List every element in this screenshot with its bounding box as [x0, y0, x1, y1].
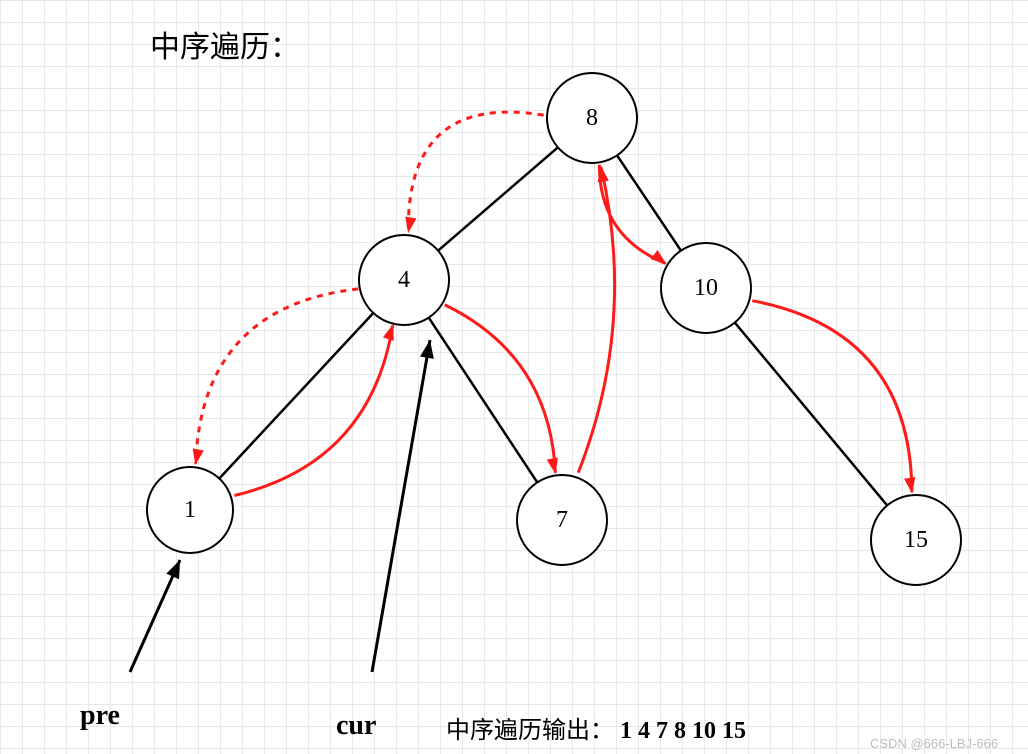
output-values: 1 4 7 8 10 15: [620, 718, 746, 744]
watermark-text: CSDN @666-LBJ-666: [870, 736, 998, 751]
tree-node: 10: [660, 242, 752, 334]
tree-node: 1: [146, 466, 234, 554]
tree-node: 7: [516, 474, 608, 566]
diagram-svg: [0, 0, 1028, 754]
tree-node: 15: [870, 494, 962, 586]
diagram-title: 中序遍历：: [150, 22, 300, 66]
output-prefix: 中序遍历输出：: [446, 718, 614, 744]
pre-pointer-label: pre: [80, 700, 120, 732]
traversal-output: 中序遍历输出： 1 4 7 8 10 15: [446, 710, 746, 745]
tree-node: 4: [358, 234, 450, 326]
cur-pointer-label: cur: [336, 710, 376, 742]
tree-node: 8: [546, 72, 638, 164]
